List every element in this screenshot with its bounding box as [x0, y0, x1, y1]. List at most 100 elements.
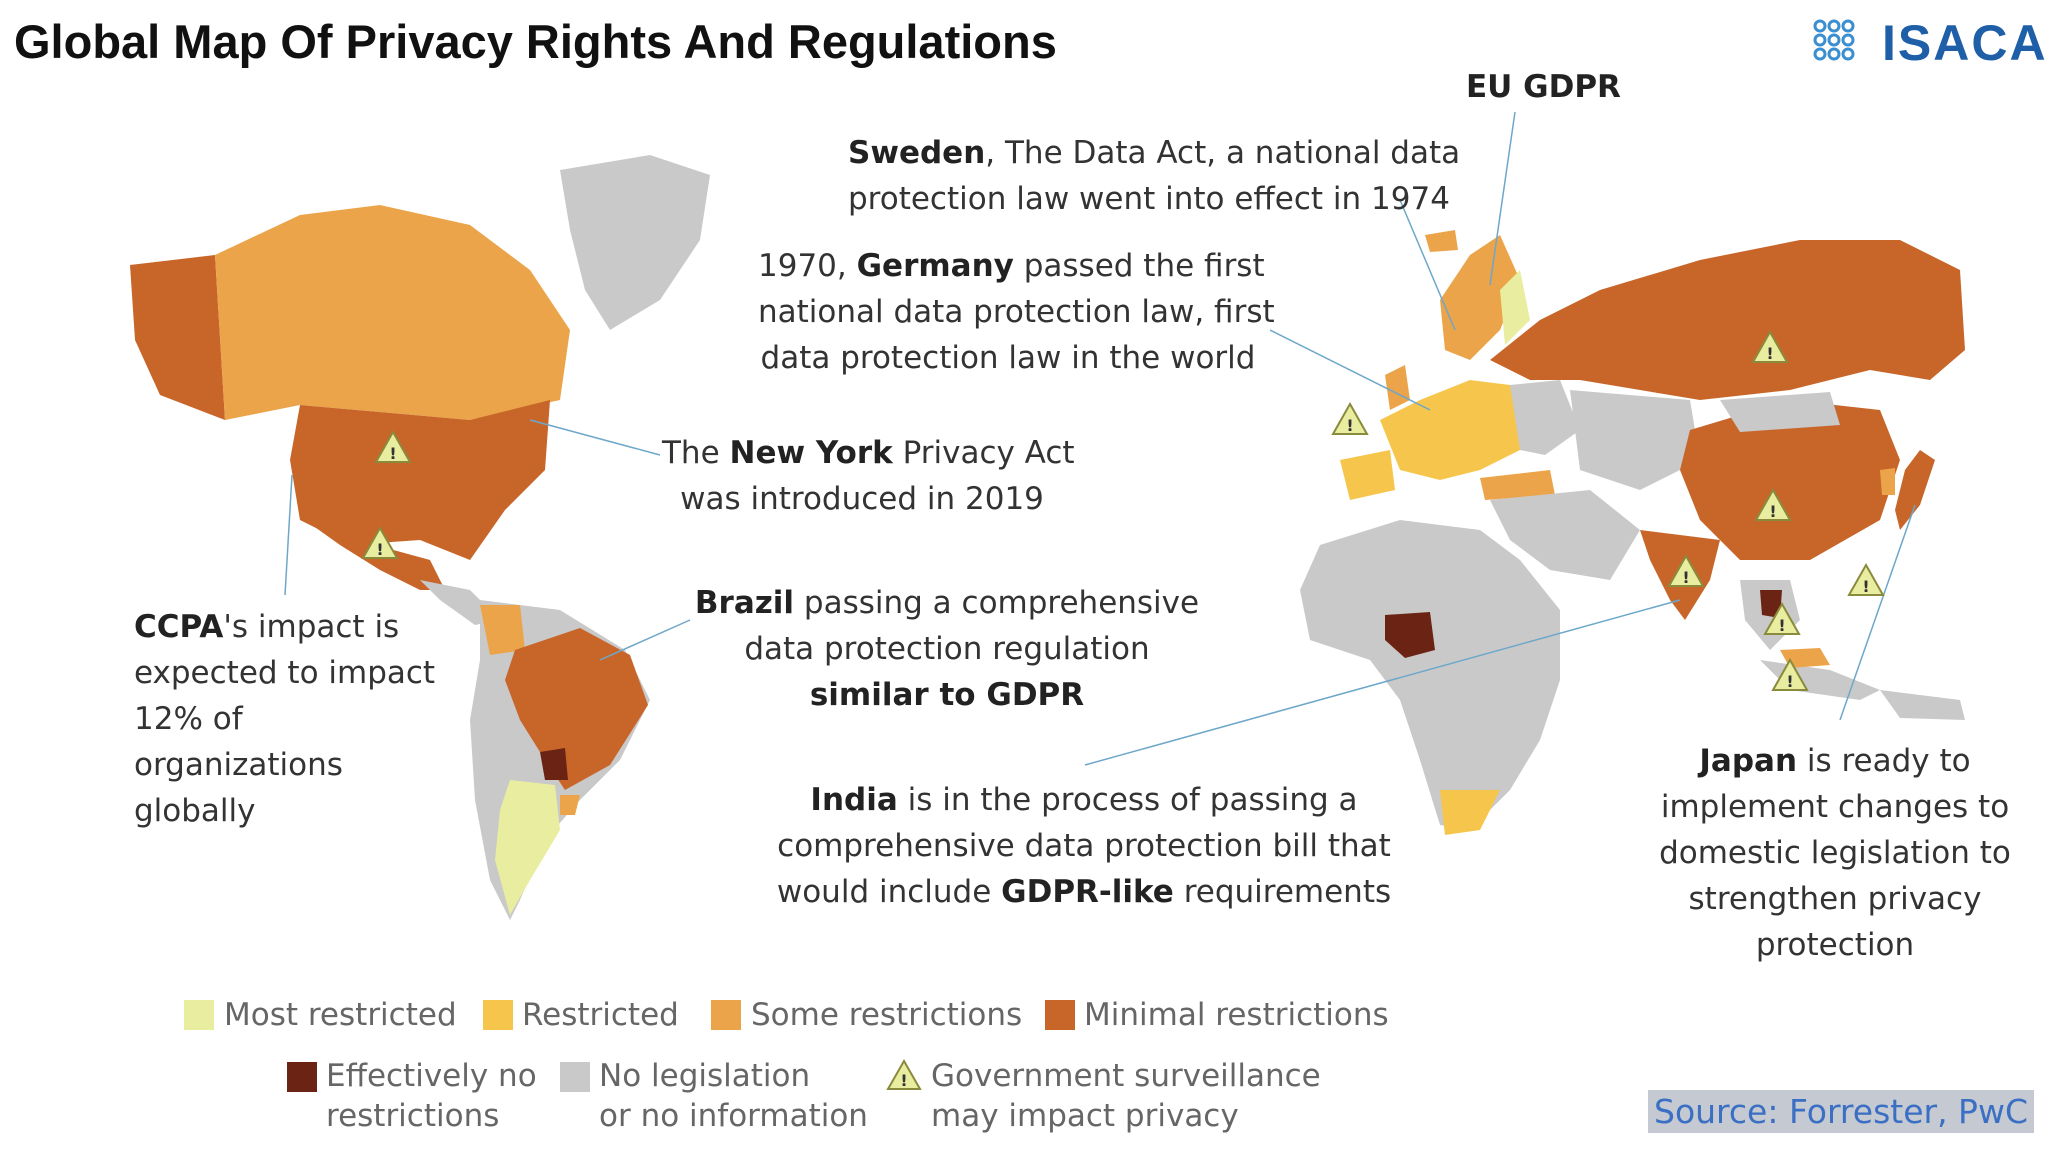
ccpa-line3: 12% of [134, 701, 243, 737]
legend-effectively-no-line2: restrictions [326, 1098, 500, 1134]
japan-bold: Japan [1699, 743, 1798, 779]
sweden-line1: , The Data Act, a national data [985, 135, 1461, 171]
page-title: Global Map Of Privacy Rights And Regulat… [14, 15, 1057, 68]
legend-surveillance-line1: Government surveillance [931, 1058, 1321, 1094]
warning-triangle-icon-uk [1331, 401, 1369, 435]
leader-eu-gdpr [1489, 111, 1516, 286]
argentina-region [495, 780, 560, 915]
finland-region [1500, 270, 1530, 345]
thailand-region [1760, 590, 1782, 618]
ny-post: Privacy Act [892, 435, 1075, 471]
nigeria-region [1385, 612, 1435, 658]
legend-swatch-minimal-restrictions [1045, 1000, 1075, 1030]
legend-label-restricted: Restricted [522, 997, 679, 1033]
alaska-region [130, 255, 225, 420]
greenland-region [560, 155, 710, 330]
warning-triangle-icon: ! [886, 1058, 922, 1090]
legend-no-legislation-line1: No legislation [599, 1058, 811, 1094]
warning-triangle-icon-malaysia [1771, 657, 1809, 691]
leader-ccpa [284, 474, 293, 596]
germany-annotation: 1970, Germany passed the first national … [758, 243, 1275, 381]
leader-india [1084, 599, 1681, 766]
legend-label-most-restricted: Most restricted [224, 997, 457, 1033]
iceland-region [1425, 230, 1458, 252]
papua-region [1880, 690, 1965, 720]
russia-region [1490, 240, 1965, 400]
india-line3-post: requirements [1173, 874, 1392, 910]
warning-triangle-icon-russia [1751, 329, 1789, 363]
warning-triangle-icon-usa [374, 429, 412, 463]
germany-line2: national data protection law, first [758, 294, 1275, 330]
middle-east-region [1490, 490, 1640, 580]
ccpa-annotation: CCPA's impact is expected to impact 12% … [134, 604, 435, 834]
germany-line1: passed the first [1013, 248, 1265, 284]
warning-triangle-icon-thailand [1763, 601, 1801, 635]
colombia-region [480, 605, 525, 655]
legend-swatch-effectively-no [287, 1062, 317, 1092]
isaca-logo-mark [1813, 19, 1855, 61]
svg-text:!: ! [389, 444, 396, 463]
usa-region [290, 400, 550, 560]
legend-label-some-restrictions: Some restrictions [751, 997, 1023, 1033]
svg-text:!: ! [1346, 416, 1353, 435]
ccpa-line1: 's impact is [223, 609, 400, 645]
japan-line1: is ready to [1797, 743, 1971, 779]
india-annotation: India is in the process of passing a com… [774, 777, 1394, 915]
svg-text:!: ! [1786, 672, 1793, 691]
korea-region [1880, 468, 1895, 495]
ny-bold: New York [729, 435, 893, 471]
legend-swatch-most-restricted [184, 1000, 214, 1030]
ny-pre: The [662, 435, 730, 471]
south-africa-region [1440, 790, 1500, 835]
warning-triangle-icon-china [1754, 487, 1792, 521]
legend-label-effectively-no: Effectively no restrictions [326, 1056, 537, 1136]
legend-surveillance-line2: may impact privacy [931, 1098, 1239, 1134]
iberia-region [1340, 450, 1395, 500]
sweden-bold: Sweden [848, 135, 986, 171]
warning-triangle-icon-mexico [361, 525, 399, 559]
ccpa-line5: globally [134, 793, 256, 829]
ccpa-line4: organizations [134, 747, 343, 783]
legend-no-legislation-line2: or no information [599, 1098, 868, 1134]
legend-label-no-legislation: No legislation or no information [599, 1056, 868, 1136]
japan-region [1895, 450, 1935, 530]
sweden-annotation: Sweden, The Data Act, a national data pr… [848, 130, 1460, 222]
svg-text:!: ! [900, 1071, 907, 1090]
eastern-europe-region [1510, 380, 1580, 455]
india-line3-pre: would include [776, 874, 1002, 910]
brazil-line3: similar to GDPR [809, 677, 1085, 713]
germany-bold: Germany [856, 248, 1014, 284]
legend-swatch-some-restrictions [711, 1000, 741, 1030]
uk-region [1385, 365, 1410, 410]
ny-line2: was introduced in 2019 [680, 481, 1044, 517]
ccpa-bold: CCPA [134, 609, 224, 645]
brazil-line1: passing a comprehensive [794, 585, 1200, 621]
eu-gdpr-label: EU GDPR [1466, 69, 1621, 105]
japan-annotation: Japan is ready to implement changes to d… [1640, 738, 2030, 968]
turkey-region [1480, 470, 1555, 500]
africa-region [1300, 520, 1560, 830]
legend-label-minimal-restrictions: Minimal restrictions [1084, 997, 1389, 1033]
legend-swatch-restricted [483, 1000, 513, 1030]
sweden-line2: protection law went into effect in 1974 [848, 181, 1450, 217]
paraguay-region [540, 748, 568, 780]
canada-region [215, 205, 570, 420]
germany-pre: 1970, [758, 248, 857, 284]
japan-line3: domestic legislation to [1659, 835, 2011, 871]
warning-triangle-icon-vietnam [1847, 562, 1885, 596]
japan-line4: strengthen privacy [1688, 881, 1982, 917]
svg-text:!: ! [1682, 568, 1689, 587]
india-line2: comprehensive data protection bill that [777, 828, 1391, 864]
legend-effectively-no-line1: Effectively no [326, 1058, 537, 1094]
new-york-annotation: The New York Privacy Act was introduced … [662, 430, 1075, 522]
brazil-bold: Brazil [694, 585, 795, 621]
india-line1: is in the process of passing a [897, 782, 1358, 818]
warning-triangle-icons [361, 329, 1885, 691]
legend-label-surveillance: Government surveillance may impact priva… [931, 1056, 1321, 1136]
china-region [1680, 400, 1900, 560]
svg-text:!: ! [1769, 502, 1776, 521]
isaca-logo-text: ISACA [1882, 15, 2048, 71]
leader-brazil [599, 619, 691, 661]
svg-text:!: ! [1862, 577, 1869, 596]
leader-new-york [529, 419, 661, 456]
